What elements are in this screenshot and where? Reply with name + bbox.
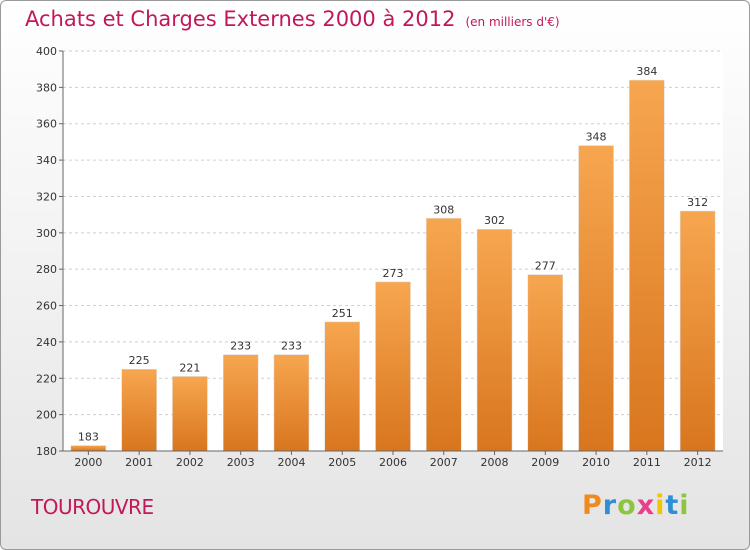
bar-2001 <box>121 368 157 452</box>
value-label-2012: 312 <box>687 196 708 209</box>
x-tick-label-2011: 2011 <box>633 456 661 469</box>
logo-letter: i <box>679 490 690 521</box>
bar-2000 <box>70 445 107 452</box>
y-tick-label: 300 <box>36 227 57 240</box>
logo-letter: t <box>665 490 680 521</box>
y-tick-label: 360 <box>36 118 57 131</box>
bar-2006 <box>375 281 411 452</box>
value-label-2008: 302 <box>484 214 505 227</box>
title-unit: (en milliers d'€) <box>465 15 560 29</box>
logo-letter: r <box>602 490 618 521</box>
bar-2012 <box>679 210 716 452</box>
y-tick-label: 340 <box>36 154 57 167</box>
y-tick-label: 180 <box>36 445 57 458</box>
y-tick-label: 240 <box>36 336 57 349</box>
bar-2003 <box>222 354 259 452</box>
x-tick-label-2009: 2009 <box>531 456 559 469</box>
logo-letter: o <box>617 490 637 521</box>
bar-2004 <box>273 354 310 452</box>
bar-2011 <box>629 79 665 452</box>
x-tick-label-2002: 2002 <box>176 456 204 469</box>
value-label-2003: 233 <box>230 340 251 353</box>
value-label-2005: 251 <box>332 307 353 320</box>
title-text: Achats et Charges Externes 2000 à 2012 <box>25 7 456 31</box>
value-label-2002: 221 <box>179 361 200 374</box>
value-label-2010: 348 <box>586 131 607 144</box>
y-tick-label: 400 <box>36 45 57 58</box>
y-tick-label: 280 <box>36 263 57 276</box>
commune-name: TOUROUVRE <box>31 495 154 519</box>
value-label-2009: 277 <box>535 260 556 273</box>
logo-letter: P <box>582 490 603 521</box>
x-tick-label-2008: 2008 <box>481 456 509 469</box>
x-tick-label-2004: 2004 <box>277 456 305 469</box>
x-tick-label-2003: 2003 <box>227 456 255 469</box>
bar-2010 <box>578 145 614 452</box>
bar-2008 <box>476 228 513 452</box>
bar-2009 <box>527 274 564 452</box>
x-tick-label-2012: 2012 <box>684 456 712 469</box>
value-label-2006: 273 <box>383 267 404 280</box>
y-tick-label: 320 <box>36 190 57 203</box>
value-label-2007: 308 <box>433 203 454 216</box>
y-tick-label: 380 <box>36 81 57 94</box>
proxiti-logo: Proxiti <box>582 490 690 521</box>
x-tick-label-2006: 2006 <box>379 456 407 469</box>
x-tick-label-2001: 2001 <box>125 456 153 469</box>
chart-title: Achats et Charges Externes 2000 à 2012 (e… <box>25 7 560 31</box>
y-tick-label: 260 <box>36 300 57 313</box>
value-label-2004: 233 <box>281 340 302 353</box>
value-label-2011: 384 <box>636 65 657 78</box>
bar-2007 <box>426 218 462 452</box>
y-tick-label: 200 <box>36 409 57 422</box>
logo-letter: x <box>636 490 656 521</box>
bar-2005 <box>324 321 360 452</box>
value-label-2000: 183 <box>78 431 99 444</box>
value-label-2001: 225 <box>129 354 150 367</box>
x-tick-label-2005: 2005 <box>328 456 356 469</box>
y-tick-label: 220 <box>36 372 57 385</box>
x-tick-label-2010: 2010 <box>582 456 610 469</box>
bar-2002 <box>172 376 208 452</box>
logo-letter: i <box>655 490 666 521</box>
x-tick-label-2000: 2000 <box>74 456 102 469</box>
x-tick-label-2007: 2007 <box>430 456 458 469</box>
